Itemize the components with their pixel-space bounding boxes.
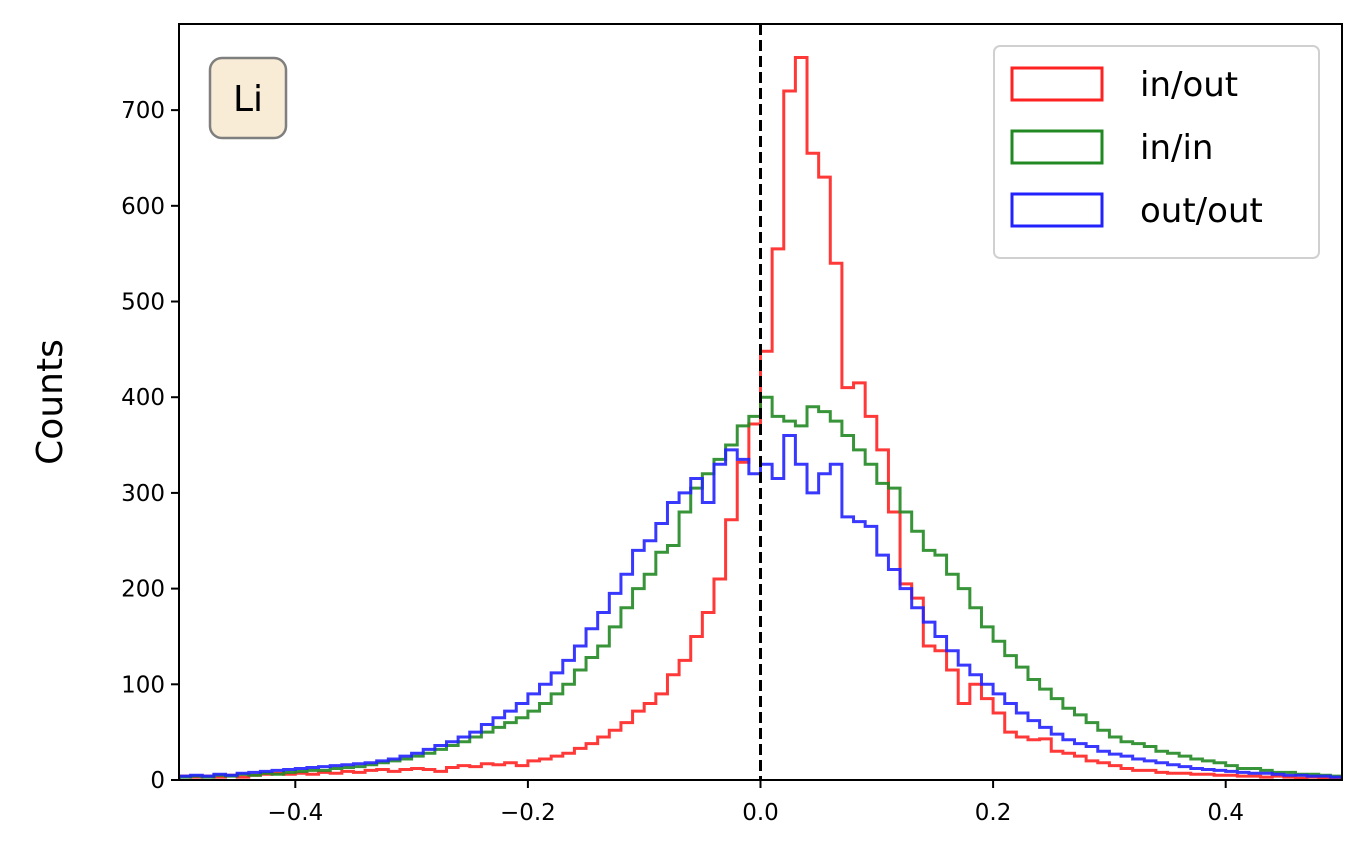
y-tick-label: 0: [150, 768, 165, 794]
y-tick-label: 700: [121, 98, 165, 124]
legend-label-out-out: out/out: [1140, 191, 1263, 231]
x-tick-label: 0.2: [975, 800, 1012, 826]
y-tick-label: 100: [121, 672, 165, 698]
annotation-background: [208, 56, 288, 140]
series-line-out-out: [179, 433, 1342, 780]
series-line-in-out: [179, 55, 1342, 780]
x-tick-label: 0.0: [742, 800, 779, 826]
annotation-label: Li: [233, 79, 263, 120]
y-tick-label: 200: [121, 577, 165, 603]
x-tick-label: −0.4: [267, 800, 323, 826]
y-axis-title: Counts: [30, 339, 71, 465]
x-tick-label: −0.2: [500, 800, 556, 826]
y-tick-label: 500: [121, 290, 165, 316]
series-group: [179, 55, 1342, 780]
legend: in/out in/in out/out: [993, 45, 1320, 259]
legend-swatch-out-out: [1010, 192, 1104, 228]
legend-label-in-in: in/in: [1140, 128, 1213, 168]
series-line-in-in: [179, 395, 1342, 780]
legend-label-in-out: in/out: [1140, 65, 1238, 105]
legend-swatch-in-out: [1010, 66, 1104, 102]
y-tick-label: 400: [121, 385, 165, 411]
legend-swatch-in-in: [1010, 129, 1104, 165]
y-tick-label: 600: [121, 194, 165, 220]
x-tick-label: 0.4: [1207, 800, 1244, 826]
y-tick-label: 300: [121, 481, 165, 507]
annotation-box: Li: [208, 56, 288, 140]
